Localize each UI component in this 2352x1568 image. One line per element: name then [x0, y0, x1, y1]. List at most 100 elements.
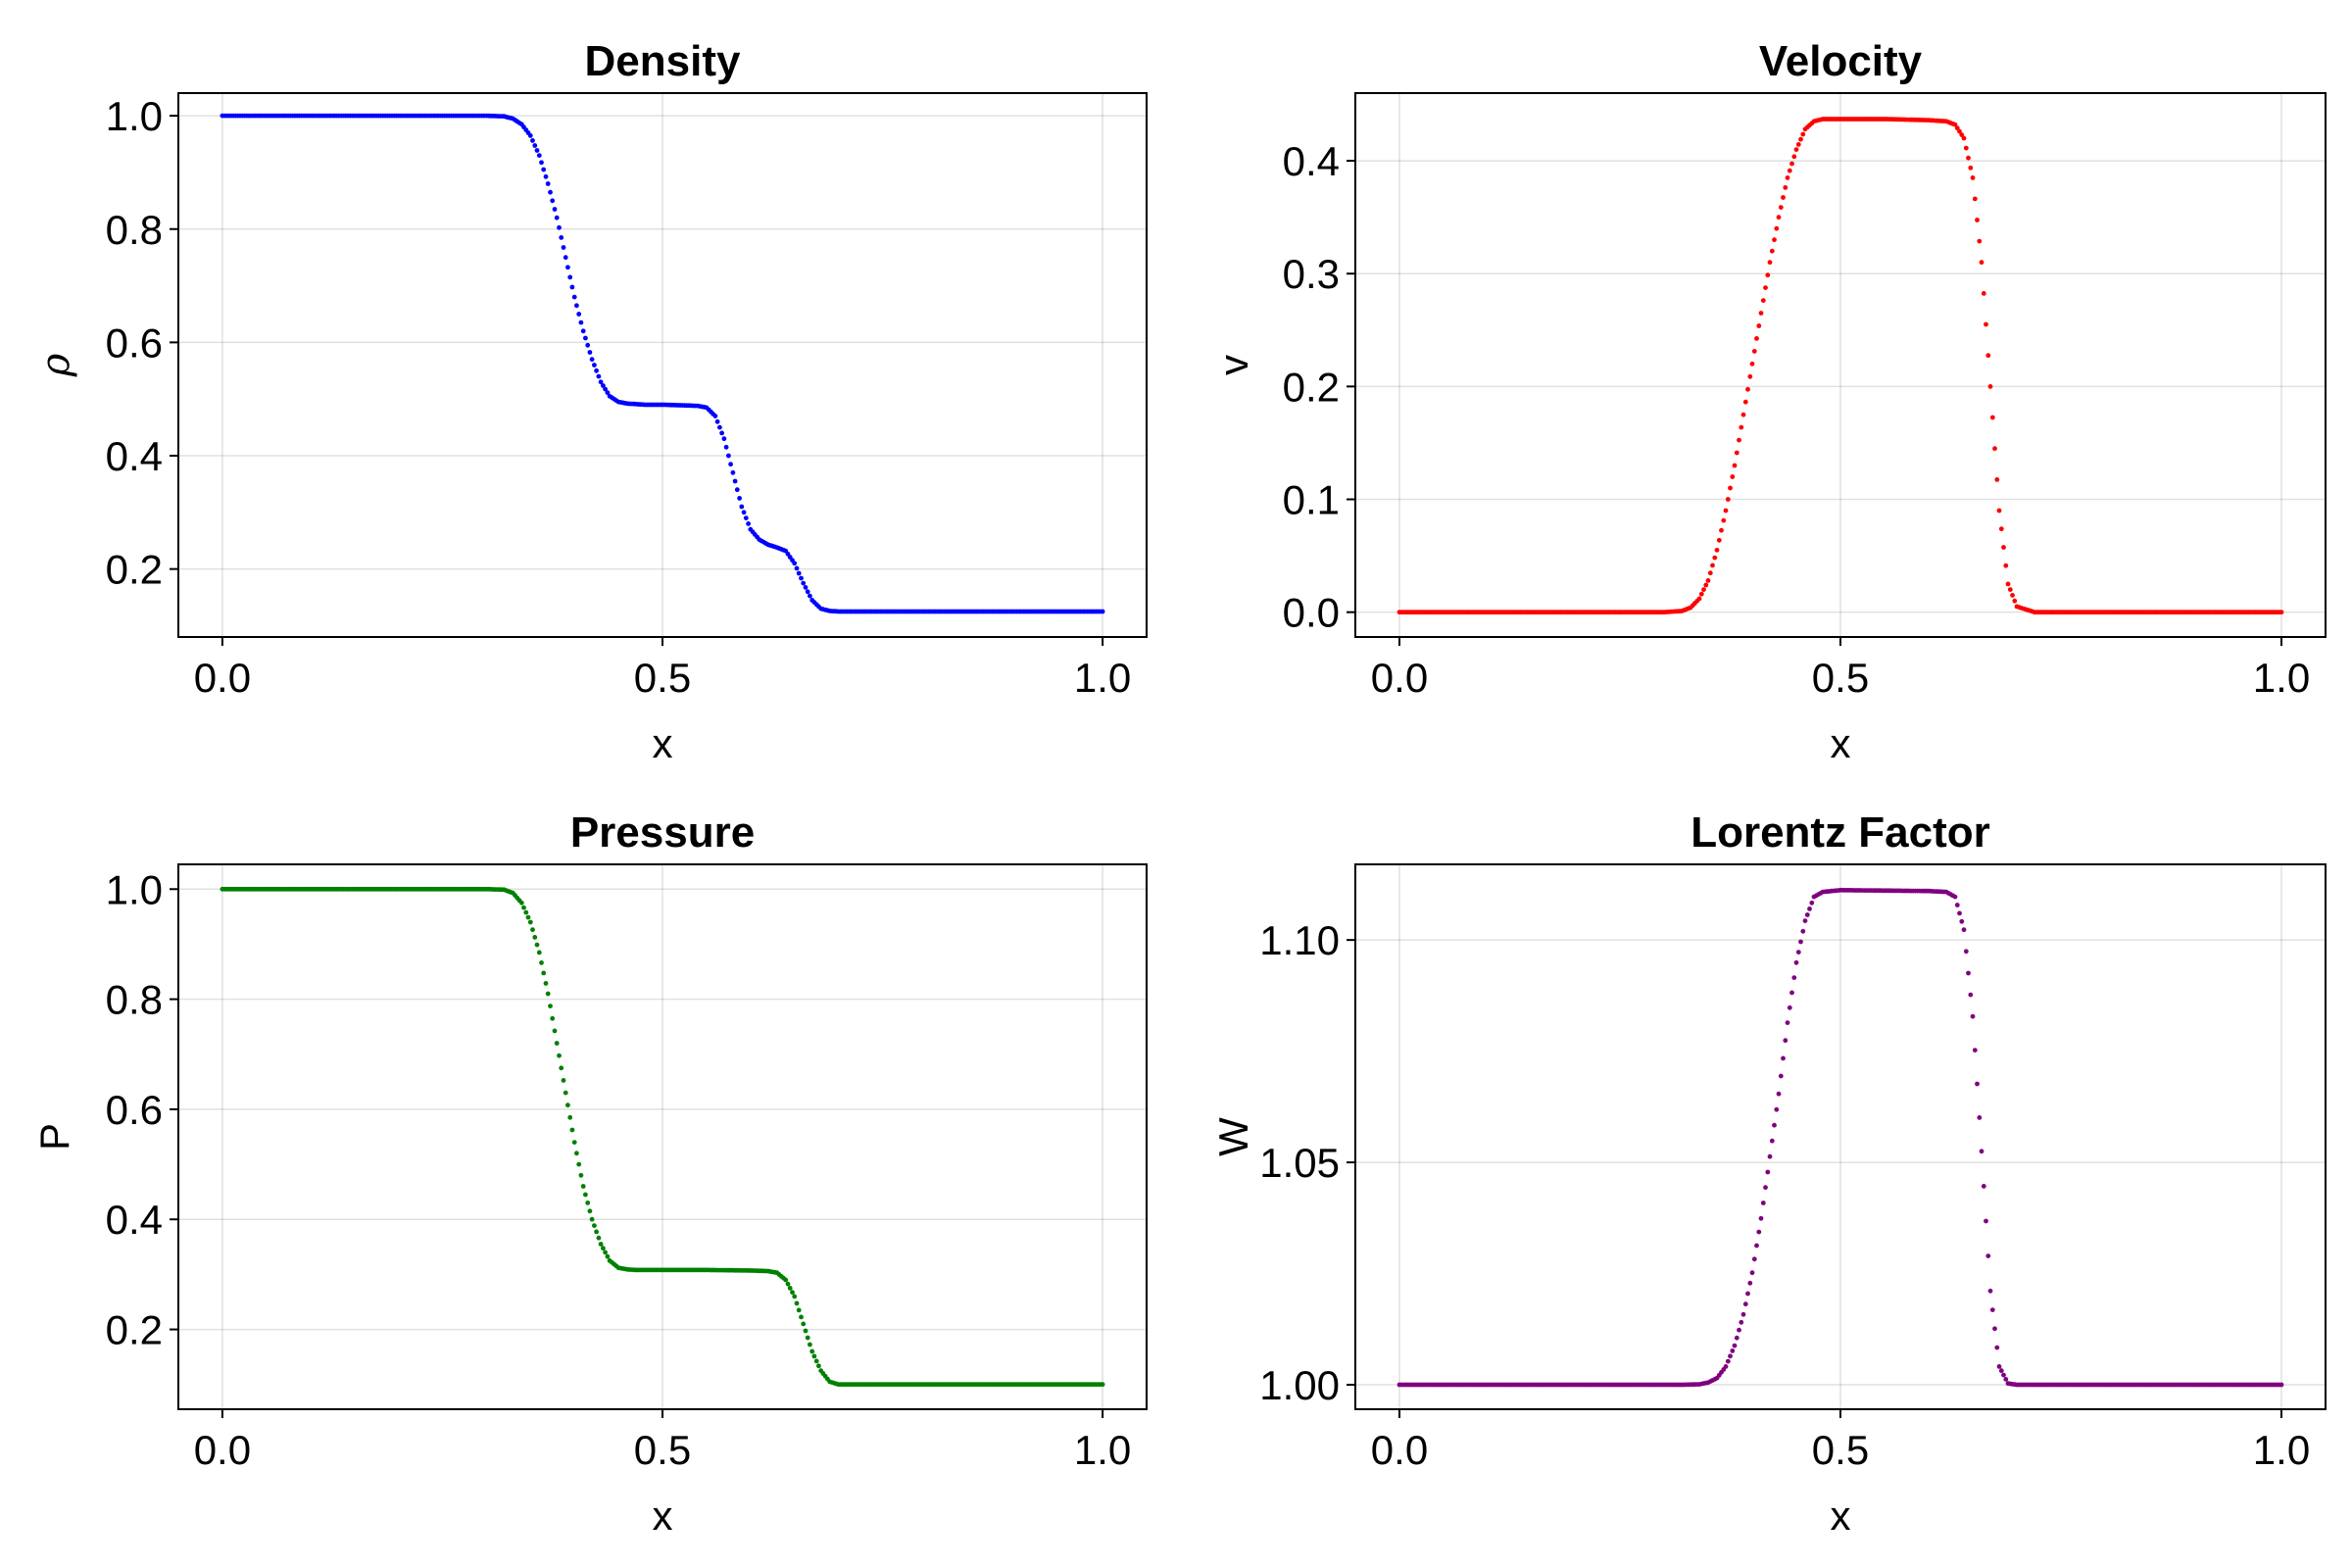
- velocity-ylabel: v: [1210, 355, 1256, 375]
- density-data-point: [796, 570, 802, 576]
- density-data-point: [543, 173, 549, 179]
- density-data-point: [799, 575, 804, 581]
- lorentz-factor-ytick-label: 1.05: [1259, 1140, 1340, 1186]
- density-data-point: [559, 235, 564, 240]
- velocity-data-point: [1760, 298, 1766, 303]
- velocity-data-point: [2003, 563, 2009, 568]
- velocity-data-point: [1985, 353, 1991, 359]
- pressure-data-point: [536, 950, 542, 956]
- density-data-point: [801, 580, 807, 586]
- pressure-data-point: [541, 970, 547, 976]
- velocity-data-point: [1994, 477, 2000, 482]
- velocity-panel: 0.0 0.5 1.0 0.0 0.1 0.2 0.3 0.4 Velocity x v: [1210, 37, 2327, 766]
- lorentz-factor-data-point: [1778, 1073, 1784, 1079]
- pressure-data-point: [801, 1321, 807, 1327]
- density-data-point: [565, 265, 570, 270]
- velocity-data-point: [1992, 446, 1997, 452]
- velocity-data-point: [1732, 463, 1738, 468]
- pressure-data-point: [539, 960, 544, 965]
- density-data-point: [596, 373, 602, 379]
- pressure-xtick-label: 0.5: [634, 1427, 691, 1473]
- density-ytick-label: 1.0: [106, 93, 163, 139]
- pressure-data-point: [783, 1277, 789, 1283]
- velocity-ytick-label: 0.4: [1283, 138, 1340, 184]
- velocity-data-point: [1793, 147, 1799, 153]
- pressure-xtick-label: 0.0: [194, 1427, 251, 1473]
- lorentz-factor-data-point: [1772, 1122, 1777, 1128]
- velocity-data-point: [1968, 165, 1974, 171]
- lorentz-factor-data-point: [1795, 950, 1801, 955]
- pressure-data-point: [603, 1250, 608, 1255]
- velocity-data-point: [1747, 373, 1753, 379]
- pressure-panel: 0.0 0.5 1.0 0.2 0.4 0.6 0.8 1.0 Pressure x P: [31, 808, 1148, 1539]
- velocity-data-point: [1798, 136, 1803, 142]
- velocity-data-point: [1795, 142, 1801, 147]
- density-data-point: [561, 245, 566, 250]
- pressure-data-point: [796, 1307, 802, 1313]
- density-data-point: [589, 357, 595, 363]
- density-panel: 0.0 0.5 1.0 0.2 0.4 0.6 0.8 1.0 Density x ρ: [33, 37, 1148, 766]
- density-data-point: [548, 189, 553, 195]
- velocity-data-point: [2010, 593, 2015, 598]
- velocity-data-point: [1737, 437, 1741, 443]
- density-data-point: [552, 207, 558, 212]
- velocity-data-point: [1977, 238, 1983, 244]
- pressure-data-point: [565, 1102, 570, 1108]
- lorentz-factor-data-point: [1763, 1185, 1768, 1191]
- density-data-point: [739, 504, 745, 510]
- pressure-data-point: [521, 905, 526, 910]
- velocity-data-point: [1970, 175, 1976, 180]
- pressure-data-point: [594, 1229, 599, 1235]
- velocity-data-point: [1756, 323, 1762, 328]
- lorentz-factor-data-point: [1992, 1326, 1997, 1332]
- pressure-data-point: [585, 1200, 591, 1205]
- lorentz-factor-data-point: [1966, 970, 1971, 976]
- velocity-data-point: [2012, 598, 2018, 604]
- pressure-data-point: [527, 919, 533, 925]
- density-data-point: [550, 198, 556, 204]
- lorentz-factor-data-point: [1996, 1364, 2002, 1369]
- lorentz-factor-data-point: [1981, 1184, 1986, 1189]
- velocity-data-point: [1952, 122, 1958, 127]
- velocity-title: Velocity: [1759, 37, 1923, 85]
- velocity-data-point: [1703, 582, 1709, 588]
- velocity-data-point: [1728, 485, 1733, 491]
- lorentz-factor-data-point: [1954, 903, 1960, 907]
- density-data-point: [578, 319, 584, 325]
- density-data-point: [594, 368, 599, 373]
- velocity-data-point: [1707, 570, 1713, 576]
- density-data-point: [530, 138, 535, 143]
- density-ytick-label: 0.2: [106, 547, 163, 593]
- lorentz-factor-data-point: [1800, 928, 1806, 934]
- lorentz-factor-xlabel: x: [1831, 1493, 1851, 1539]
- pressure-data-point: [794, 1300, 800, 1306]
- velocity-data-point: [1723, 508, 1729, 514]
- lorentz-factor-ytick-label: 1.00: [1259, 1362, 1340, 1408]
- velocity-ytick-label: 0.0: [1283, 590, 1340, 636]
- density-data-point: [723, 444, 729, 450]
- density-xlabel: x: [653, 720, 673, 766]
- lorentz-factor-data-point: [1804, 912, 1810, 917]
- lorentz-factor-data-point: [1984, 1218, 1988, 1224]
- lorentz-factor-data-point: [1723, 1364, 1729, 1369]
- velocity-data-point: [1966, 155, 1971, 161]
- lorentz-factor-data-point: [1776, 1091, 1782, 1097]
- lorentz-factor-data-point: [2001, 1372, 2006, 1378]
- pressure-ylabel: P: [31, 1123, 77, 1151]
- pressure-ytick-label: 0.6: [106, 1087, 163, 1133]
- velocity-data-point: [1785, 175, 1790, 180]
- density-xtick-label: 0.0: [194, 655, 251, 701]
- pressure-data-point: [785, 1281, 791, 1287]
- velocity-xtick-label: 0.0: [1371, 655, 1428, 701]
- pressure-ytick-label: 1.0: [106, 866, 163, 912]
- pressure-data-point: [530, 927, 535, 933]
- lorentz-factor-data-point: [1809, 900, 1815, 906]
- velocity-data-point: [1754, 336, 1759, 341]
- velocity-data-point: [1781, 195, 1786, 200]
- velocity-data-point: [1963, 145, 1969, 151]
- lorentz-factor-data-point: [1791, 975, 1797, 980]
- pressure-data-point: [532, 935, 538, 940]
- density-data-point: [567, 274, 573, 280]
- velocity-data-point: [1739, 424, 1744, 430]
- velocity-data-point: [1721, 517, 1727, 523]
